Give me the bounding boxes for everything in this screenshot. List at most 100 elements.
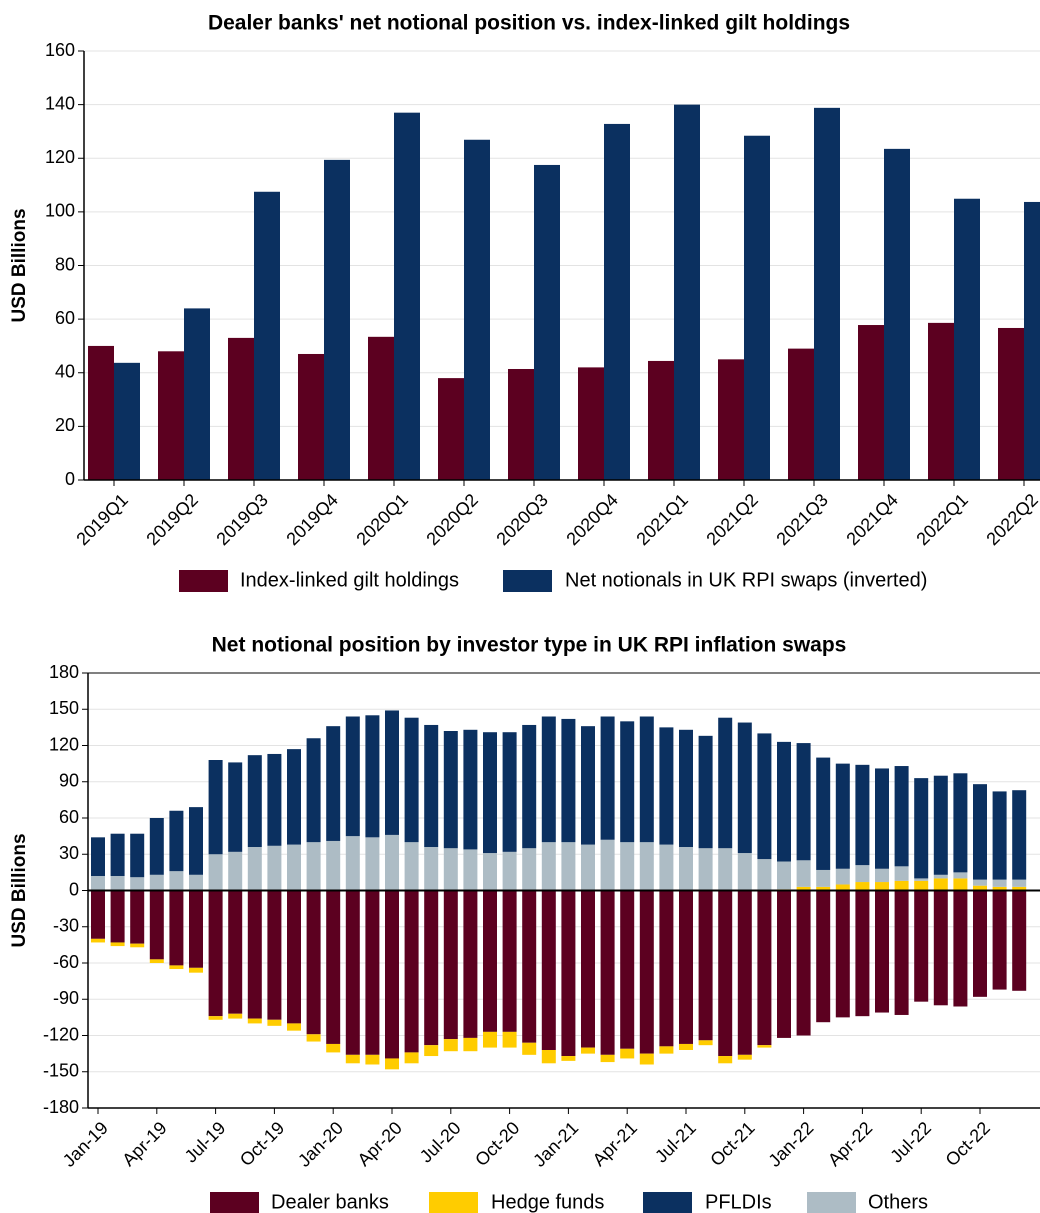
- legend-label: Others: [868, 1191, 928, 1213]
- bar-segment: [541, 716, 556, 843]
- y-tick-label: 60: [59, 807, 79, 827]
- bar-segment: [306, 890, 321, 1035]
- bar-segment: [796, 743, 811, 861]
- y-tick-label: 100: [45, 201, 75, 221]
- bar-segment: [816, 869, 831, 887]
- bar-segment: [914, 880, 929, 891]
- bar: [438, 378, 464, 480]
- x-tick-label: Jul-20: [416, 1118, 465, 1167]
- legend-swatch: [643, 1192, 692, 1213]
- bar-segment: [247, 1018, 262, 1024]
- bar-segment: [973, 879, 987, 886]
- bar-segment: [1012, 879, 1027, 887]
- bar-segment: [306, 738, 321, 843]
- bar-segment: [953, 872, 968, 879]
- chart-title: Dealer banks' net notional position vs. …: [208, 12, 850, 35]
- bar: [298, 353, 324, 480]
- bar-segment: [561, 1056, 576, 1061]
- bar-segment: [247, 755, 262, 847]
- bar: [954, 198, 980, 480]
- bar-segment: [718, 717, 733, 849]
- bar-segment: [385, 1058, 399, 1070]
- bar-segment: [855, 882, 870, 891]
- bar-segment: [502, 1031, 517, 1048]
- bar-segment: [149, 890, 164, 960]
- bar-segment: [953, 890, 968, 1007]
- bar-segment: [679, 1043, 693, 1050]
- bar-segment: [875, 890, 889, 1013]
- bar-segment: [855, 890, 870, 1017]
- bar-segment: [933, 890, 948, 1006]
- bar-segment: [208, 1016, 223, 1020]
- bar-segment: [345, 716, 360, 837]
- bar-segment: [267, 1019, 282, 1026]
- bar-segment: [247, 847, 262, 891]
- bar-segment: [228, 1013, 243, 1019]
- bar-segment: [424, 847, 439, 891]
- bar-segment: [483, 732, 497, 854]
- bar-segment: [816, 890, 831, 1023]
- bar-segment: [737, 722, 752, 854]
- bar-segment: [992, 890, 1007, 990]
- bar: [1024, 201, 1040, 480]
- bar-segment: [189, 967, 203, 973]
- bar-segment: [306, 1034, 321, 1042]
- bar-segment: [463, 1037, 478, 1052]
- bar-segment: [757, 1045, 772, 1048]
- bar-segment: [306, 842, 321, 891]
- bar-segment: [639, 890, 654, 1054]
- bar-segment: [169, 890, 184, 966]
- bar-segment: [698, 848, 713, 891]
- bar-segment: [639, 716, 654, 843]
- bar-segment: [189, 874, 203, 891]
- bar-segment: [894, 866, 909, 881]
- x-tick-label: Jul-21: [651, 1118, 700, 1167]
- legend-label: Dealer banks: [271, 1191, 389, 1213]
- bar-segment: [992, 791, 1007, 880]
- bar-segment: [326, 726, 341, 841]
- bar: [368, 336, 394, 480]
- bar-segment: [835, 868, 850, 885]
- bar-segment: [973, 890, 987, 997]
- bar-segment: [522, 848, 537, 891]
- bar: [578, 367, 604, 480]
- bar-segment: [169, 965, 184, 970]
- bar-segment: [620, 890, 635, 1049]
- bar: [88, 345, 114, 480]
- bar-segment: [659, 1046, 674, 1054]
- bar-segment: [91, 938, 105, 943]
- bar-segment: [443, 1039, 458, 1052]
- x-tick-label: 2019Q4: [282, 490, 341, 549]
- bar-segment: [973, 784, 987, 880]
- bar-segment: [522, 1042, 537, 1055]
- bar-segment: [149, 959, 164, 963]
- bar-segment: [679, 847, 693, 891]
- bar-segment: [463, 729, 478, 850]
- bar-segment: [267, 890, 282, 1020]
- y-tick-label: 140: [45, 93, 75, 113]
- y-tick-label: -180: [43, 1097, 79, 1117]
- bar-segment: [777, 741, 791, 862]
- bar-segment: [424, 890, 439, 1046]
- bar-segment: [208, 890, 223, 1017]
- y-tick-label: 40: [55, 362, 75, 382]
- bar-segment: [1012, 890, 1027, 991]
- y-axis-label: USD Billions: [9, 833, 30, 947]
- bar-segment: [130, 833, 145, 878]
- bar-segment: [483, 1031, 497, 1048]
- bar-segment: [326, 1043, 341, 1053]
- x-tick-label: Jul-22: [886, 1118, 935, 1167]
- bar-segment: [816, 757, 831, 870]
- bar-segment: [267, 753, 282, 846]
- x-tick-label: Jan-22: [764, 1118, 817, 1171]
- bar-segment: [149, 818, 164, 875]
- bar-segment: [365, 837, 380, 891]
- bar-segment: [777, 890, 791, 1038]
- bar: [534, 164, 560, 480]
- bar-segment: [600, 839, 615, 891]
- bar-segment: [522, 724, 537, 849]
- bar-segment: [737, 1054, 752, 1060]
- bar-segment: [659, 844, 674, 891]
- bar-segment: [463, 890, 478, 1038]
- bar-segment: [581, 890, 595, 1048]
